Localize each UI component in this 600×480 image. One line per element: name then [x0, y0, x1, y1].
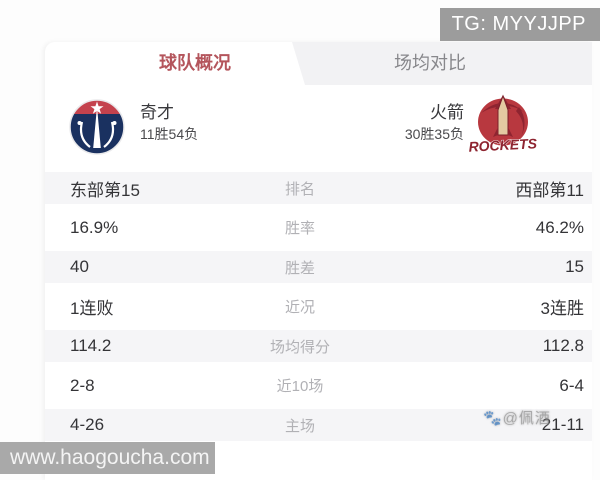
right-team-value: 6-4 [559, 375, 584, 395]
left-team-value: 东部第15 [70, 180, 140, 200]
left-team-value: 4-26 [70, 415, 105, 434]
team-stats-card: 球队概况 场均对比 [45, 42, 592, 480]
left-team-record: 11胜54负 [140, 126, 199, 142]
right-team-name: 火箭 [430, 103, 464, 122]
comparison-row: 114.2 场均得分 112.8 [45, 326, 592, 366]
left-team-value: 40 [70, 257, 89, 276]
team-header: 奇才 11胜54负 火箭 30胜35负 ROCKETS [45, 92, 592, 167]
tg-watermark-badge: TG: MYYJJPP [439, 8, 600, 41]
comparison-table: 东部第15 排名 西部第11 16.9% 胜率 46.2% 40 胜差 15 [45, 168, 592, 445]
comparison-row: 2-8 近10场 6-4 [45, 366, 592, 406]
tab-team-overview[interactable]: 球队概况 [159, 53, 231, 73]
left-team-info: 奇才 11胜54负 [140, 102, 198, 144]
right-team-value: 15 [565, 257, 584, 276]
inactive-tab-background [292, 42, 592, 85]
left-team-value: 16.9% [70, 217, 119, 237]
comparison-row: 1连败 近况 3连胜 [45, 287, 592, 327]
comparison-row: 40 胜差 15 [45, 247, 592, 287]
right-team-value: 21-11 [541, 415, 584, 434]
rockets-logo-icon: ROCKETS [468, 93, 538, 164]
right-team-record: 30胜35负 [404, 126, 464, 142]
stat-label: 近10场 [276, 378, 324, 395]
left-team-name: 奇才 [140, 103, 174, 122]
photo-watermark: 🐾@佩酒 [483, 410, 551, 427]
stat-label: 胜差 [284, 259, 315, 277]
stat-label: 主场 [284, 417, 315, 435]
comparison-row: 东部第15 排名 西部第11 [45, 168, 592, 208]
right-team-value: 西部第11 [515, 180, 584, 200]
stat-label: 胜率 [284, 220, 315, 237]
stat-label: 场均得分 [269, 338, 330, 356]
comparison-row: 4-26 主场 21-11 [45, 405, 592, 445]
stat-label: 近况 [284, 299, 315, 316]
tab-bar: 球队概况 场均对比 [45, 42, 592, 85]
left-team-value: 1连败 [70, 299, 114, 318]
left-team-value: 2-8 [70, 375, 95, 395]
right-team-value: 46.2% [535, 217, 584, 237]
right-team-info: 火箭 30胜35负 [405, 102, 464, 144]
stat-label: 排名 [284, 180, 315, 198]
rockets-logo-text: ROCKETS [469, 135, 537, 155]
wizards-logo-icon [68, 98, 126, 161]
right-team-value: 112.8 [542, 336, 584, 355]
tab-per-game-comparison[interactable]: 场均对比 [394, 53, 466, 73]
left-team-value: 114.2 [70, 336, 112, 355]
site-url-watermark-bar: www.haogoucha.com [0, 442, 215, 474]
right-team-value: 3连胜 [540, 299, 584, 318]
comparison-row: 16.9% 胜率 46.2% [45, 208, 592, 248]
